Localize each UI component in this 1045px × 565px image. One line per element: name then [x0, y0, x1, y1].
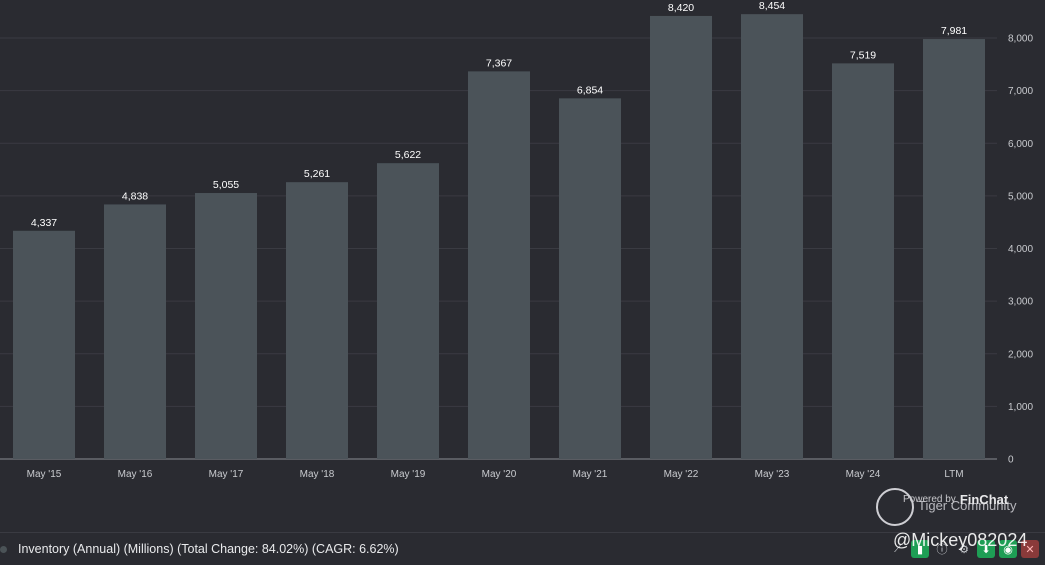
x-tick-label: May '22: [664, 469, 699, 480]
bar-chart: 4,337 4,838 5,055 5,261 5,622 7,367 6,854 8,420…: [0, 0, 1033, 480]
data-label: 7,981: [941, 25, 967, 37]
powered-by-text: Powered by: [903, 494, 956, 505]
x-tick-label: LTM: [944, 469, 963, 480]
data-label: 4,337: [31, 217, 57, 229]
y-tick-label: 3,000: [1008, 297, 1033, 308]
gear-icon[interactable]: ⚙: [959, 543, 969, 556]
data-label: 7,367: [486, 57, 512, 69]
x-tick-label: May '19: [391, 469, 426, 480]
y-tick-label: 0: [1008, 455, 1014, 466]
data-label: 5,622: [395, 149, 421, 161]
bar: [104, 204, 166, 459]
bar-chart-icon[interactable]: ▮: [911, 540, 929, 558]
download-icon[interactable]: ⬇: [977, 540, 995, 558]
x-tick-label: May '18: [300, 469, 335, 480]
x-tick-label: May '21: [573, 469, 608, 480]
data-labels: 4,337 4,838 5,055 5,261 5,622 7,367 6,854 8,420…: [31, 0, 967, 229]
data-label: 5,055: [213, 179, 239, 191]
close-icon[interactable]: ✕: [1021, 540, 1039, 558]
tiger-logo-icon: [876, 488, 914, 526]
camera-icon[interactable]: ◉: [999, 540, 1017, 558]
x-tick-label: May '16: [118, 469, 153, 480]
data-label: 6,854: [577, 84, 603, 96]
chart-toolbar: ⟋ ▮ ⓘ ⚙ ⬇ ◉ ✕: [889, 533, 1039, 565]
y-tick-label: 4,000: [1008, 244, 1033, 255]
y-tick-label: 1,000: [1008, 402, 1033, 413]
bar: [741, 14, 803, 460]
x-tick-label: May '17: [209, 469, 244, 480]
y-axis: 0 1,000 2,000 3,000 4,000 5,000 6,000 7,000 8,00…: [1008, 34, 1033, 466]
data-label: 8,420: [668, 2, 694, 14]
x-tick-label: May '23: [755, 469, 790, 480]
x-tick-label: May '20: [482, 469, 517, 480]
legend-text: Inventory (Annual) (Millions) (Total Cha…: [18, 542, 399, 556]
data-label: 8,454: [759, 0, 785, 12]
bar: [195, 193, 257, 459]
legend-bar: Inventory (Annual) (Millions) (Total Cha…: [0, 532, 1045, 565]
bar: [650, 15, 712, 459]
y-tick-label: 7,000: [1008, 86, 1033, 97]
finchat-brand: FinChat: [959, 492, 1009, 507]
data-label: 7,519: [850, 49, 876, 61]
y-tick-label: 5,000: [1008, 191, 1033, 202]
legend-dot: [0, 545, 7, 553]
y-tick-label: 8,000: [1008, 34, 1033, 45]
x-tick-label: May '24: [846, 469, 881, 480]
watermark-community: Tiger Community: [918, 498, 1017, 513]
x-axis: May '15 May '16 May '17 May '18 May '19 May '…: [27, 469, 964, 480]
bar: [286, 182, 348, 459]
y-tick-label: 6,000: [1008, 139, 1033, 150]
bar: [468, 71, 530, 460]
bar: [923, 39, 985, 459]
bar: [559, 98, 621, 459]
data-label: 5,261: [304, 168, 330, 180]
bar: [377, 163, 439, 459]
trend-icon[interactable]: ⟋: [894, 542, 902, 555]
bar: [832, 63, 894, 459]
bars: [13, 14, 985, 460]
y-tick-label: 2,000: [1008, 349, 1033, 360]
x-tick-label: May '15: [27, 469, 62, 480]
powered-by: Powered by FinChat: [903, 492, 1008, 507]
bar: [13, 230, 75, 459]
data-label: 4,838: [122, 190, 148, 202]
info-icon[interactable]: ⓘ: [936, 544, 948, 556]
watermark-user: @Mickey082024: [893, 530, 1028, 550]
